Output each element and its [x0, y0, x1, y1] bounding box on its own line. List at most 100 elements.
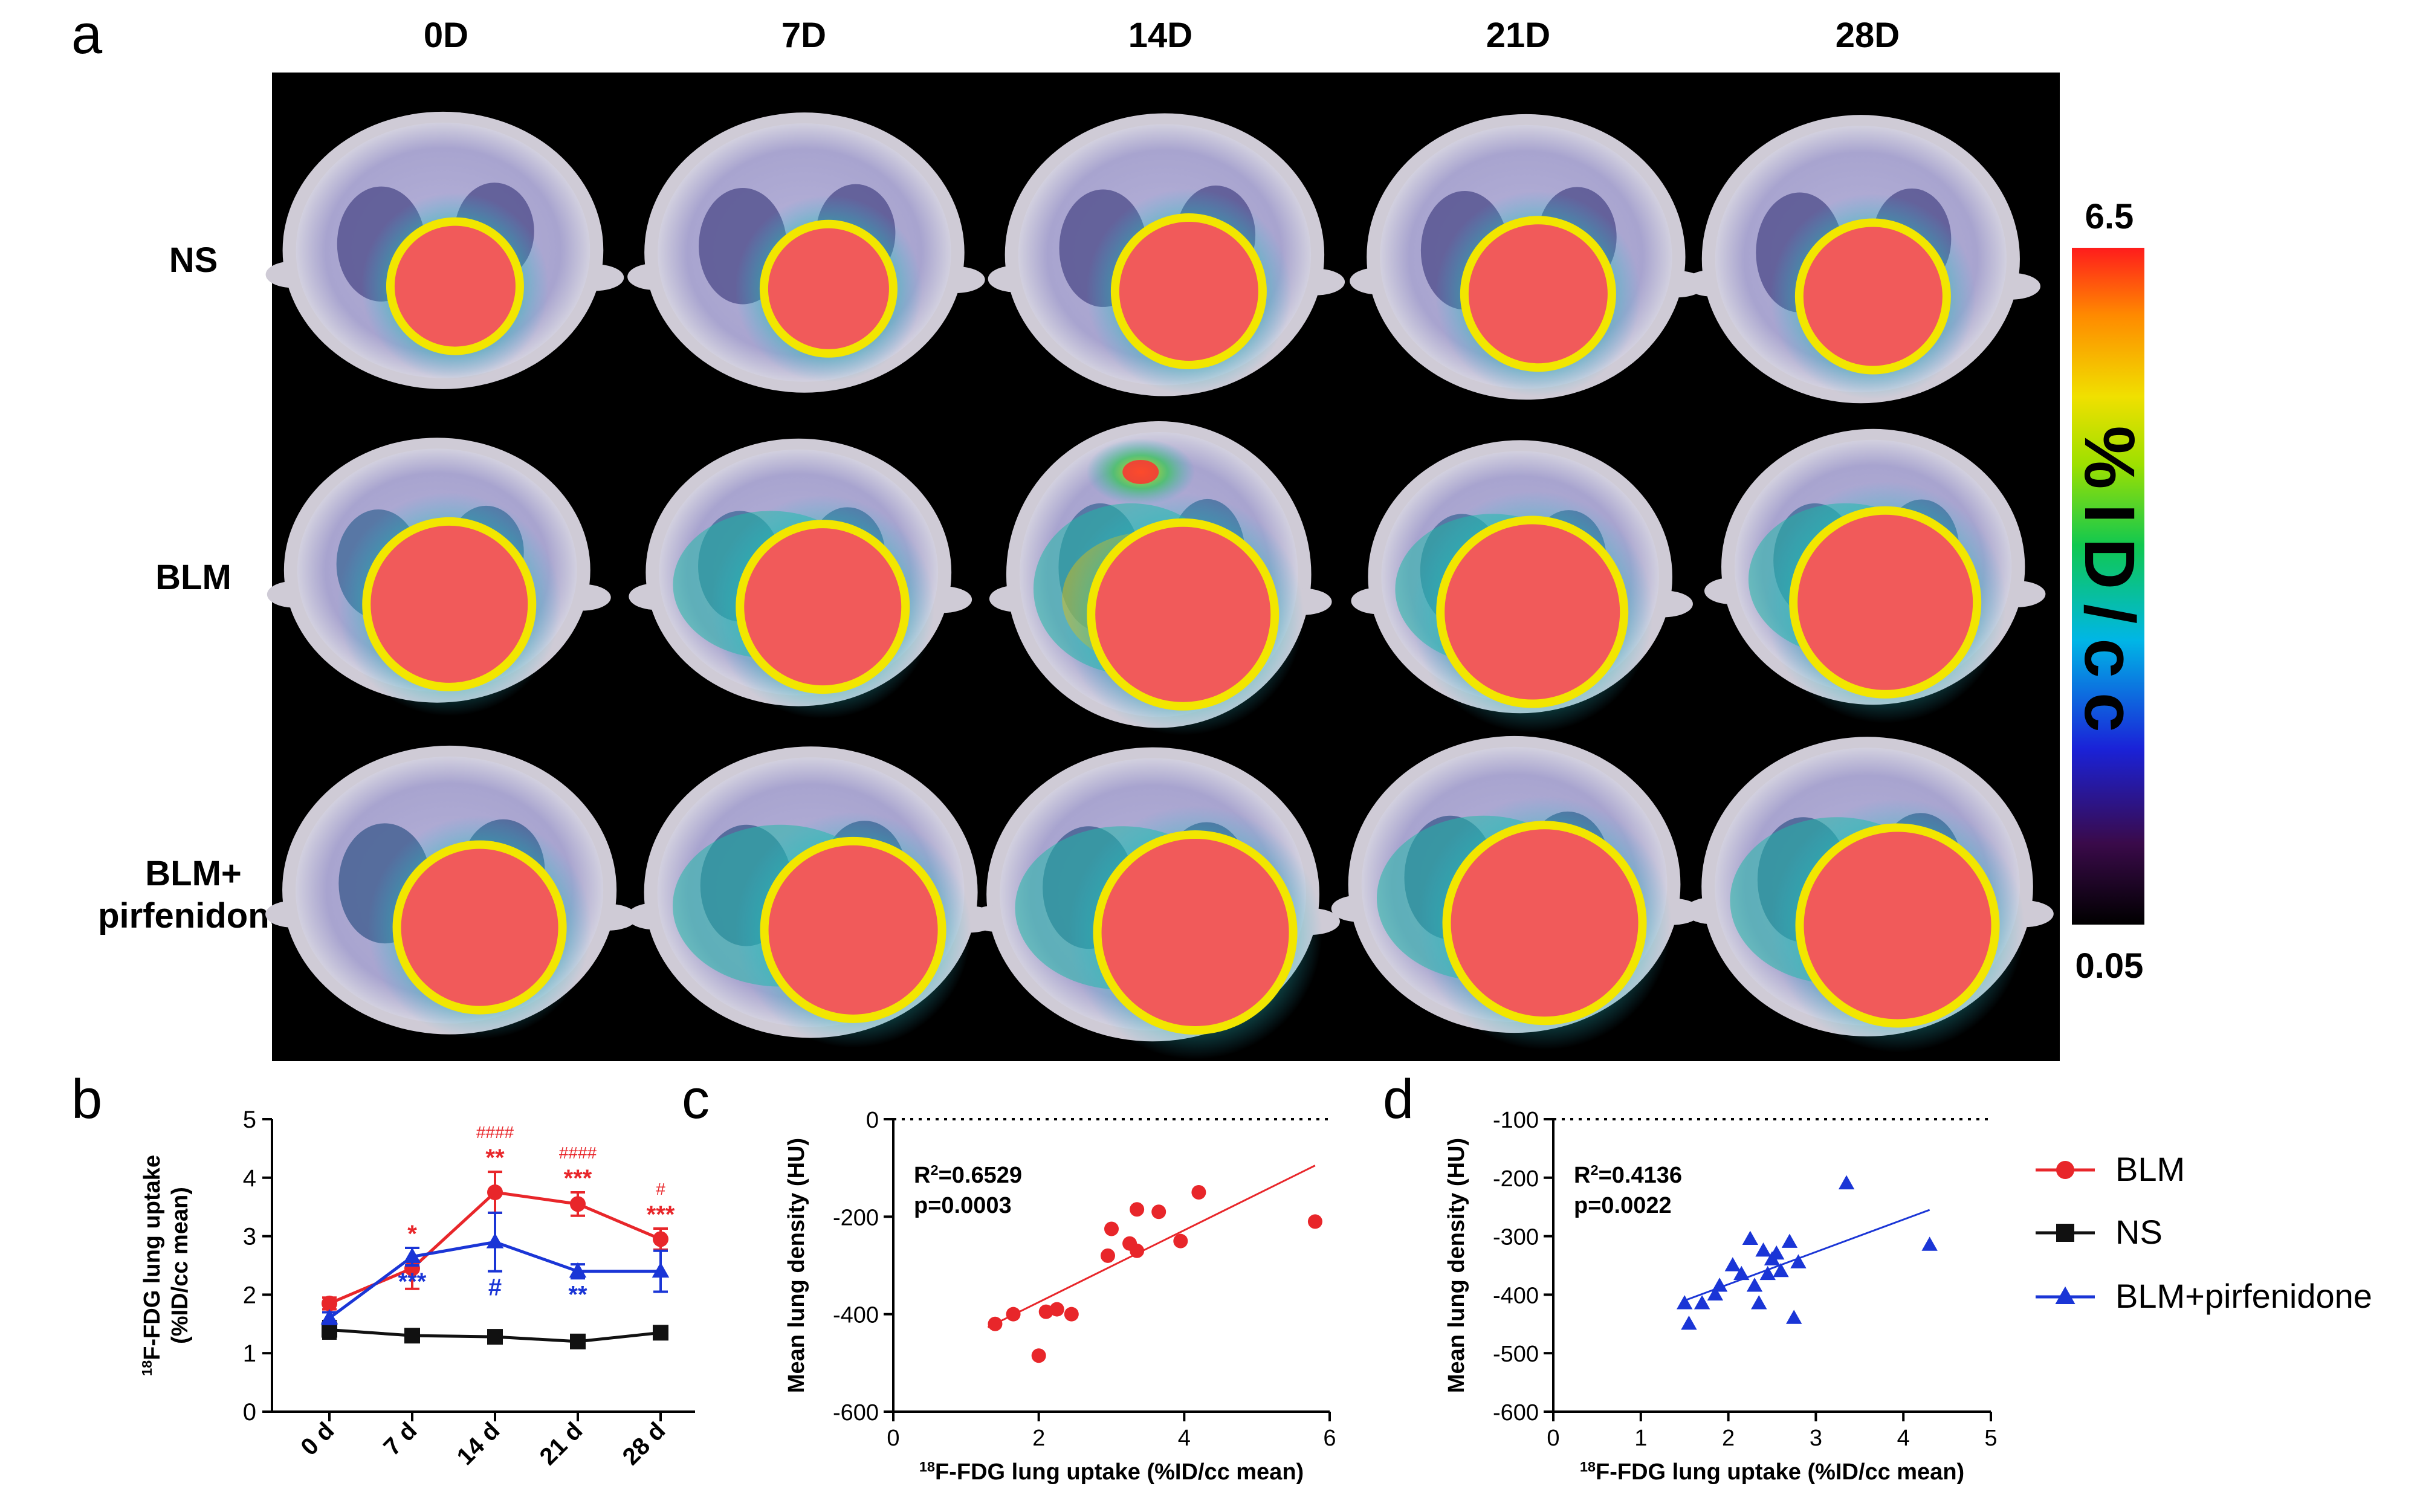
significance-label: ***: [564, 1165, 592, 1192]
hash-label: ####: [559, 1143, 597, 1162]
data-point: [1746, 1278, 1763, 1292]
pet-ct-scan-image: [627, 112, 985, 393]
y-tick-label: -400: [833, 1303, 879, 1328]
heart: [1119, 222, 1258, 361]
data-point: [1751, 1295, 1767, 1310]
panel-label-c: c: [682, 1068, 710, 1130]
heart: [370, 525, 528, 683]
data-point: [1724, 1257, 1741, 1271]
data-point: [1064, 1307, 1079, 1322]
data-point: [403, 1247, 421, 1263]
heart: [1468, 224, 1608, 364]
heart: [1797, 514, 1973, 690]
legend-label: NS: [2115, 1213, 2163, 1251]
data-point: [1104, 1221, 1119, 1236]
x-tick-label: 0: [1547, 1426, 1559, 1451]
data-point: [1681, 1316, 1697, 1330]
legend-item: BLM+pirfenidone: [2036, 1277, 2372, 1315]
legend-item: BLM: [2036, 1150, 2185, 1188]
pet-ct-scan-image: [1684, 737, 2054, 1053]
legend-label: BLM+pirfenidone: [2115, 1277, 2372, 1315]
heart: [1804, 832, 1991, 1019]
significance-label: *: [407, 1221, 417, 1247]
x-tick-label: 7 d: [378, 1417, 422, 1461]
data-point: [1049, 1302, 1064, 1317]
data-point: [653, 1231, 668, 1247]
x-tick-label: 4: [1897, 1426, 1910, 1451]
significance-label: ***: [398, 1268, 427, 1295]
data-point: [1921, 1236, 1938, 1251]
significance-label: **: [568, 1281, 587, 1308]
y-tick-label: -200: [833, 1205, 879, 1230]
panel-label-d: d: [1383, 1068, 1414, 1130]
data-point: [570, 1333, 586, 1349]
heart: [1451, 829, 1639, 1017]
data-point: [652, 1262, 670, 1278]
data-point: [1130, 1243, 1145, 1258]
y-tick-label: 2: [243, 1282, 256, 1308]
hash-label: #: [656, 1180, 665, 1198]
legend-label: BLM: [2115, 1150, 2185, 1188]
x-tick-label: 0 d: [296, 1417, 339, 1461]
series: *** # **: [320, 1211, 670, 1325]
hot-spot-core: [1122, 460, 1159, 485]
data-point: [404, 1328, 420, 1344]
panel-label-b: b: [71, 1068, 102, 1130]
data-point: [1773, 1262, 1789, 1278]
row-label: NS: [169, 241, 218, 280]
pet-ct-scan-image: [1684, 115, 2040, 404]
data-point: [1006, 1307, 1021, 1322]
x-tick-label: 3: [1810, 1426, 1822, 1451]
data-point: [1694, 1295, 1710, 1310]
data-point: [486, 1233, 504, 1249]
pet-ct-scan-image: [629, 438, 972, 719]
x-tick-label: 2: [1032, 1426, 1045, 1451]
legend-marker: [2056, 1161, 2074, 1179]
data-point: [1733, 1265, 1750, 1281]
colorbar-max-label: 6.5: [2085, 197, 2134, 236]
y-axis-label: Mean lung density (HU): [784, 1138, 809, 1393]
y-tick-label: 3: [243, 1224, 256, 1250]
data-point: [1755, 1242, 1771, 1257]
p-value-label: p=0.0022: [1574, 1193, 1672, 1218]
colorbar-gradient: [2072, 248, 2144, 925]
pet-ct-scan-image: [969, 747, 1340, 1060]
x-axis-label: 18F-FDG lung uptake (%ID/cc mean): [1580, 1459, 1964, 1485]
pet-ct-scan-image: [989, 421, 1332, 735]
data-point: [320, 1309, 338, 1325]
y-tick-label: -600: [833, 1400, 879, 1426]
x-tick-label: 1: [1634, 1426, 1647, 1451]
data-point: [1151, 1204, 1166, 1220]
series: [322, 1319, 668, 1349]
heart: [1445, 524, 1620, 700]
row-labels: NS BLM BLM+pirfenidone: [98, 241, 289, 935]
colorbar: 6.5 %ID/cc 0.05: [2069, 197, 2149, 986]
data-point: [1031, 1348, 1046, 1363]
heart: [768, 845, 938, 1015]
heart: [744, 528, 902, 686]
data-point: [569, 1262, 587, 1278]
x-tick-label: 14 d: [452, 1417, 505, 1470]
data-point: [1130, 1202, 1145, 1217]
data-point: [1742, 1230, 1758, 1245]
pet-ct-scan-image: [265, 745, 638, 1039]
data-point: [653, 1325, 668, 1341]
pet-ct-scan-image: [627, 746, 998, 1048]
x-tick-label: 4: [1178, 1426, 1191, 1451]
y-tick-label: -100: [1493, 1108, 1539, 1133]
data-point: [1838, 1175, 1855, 1190]
data-point: [1100, 1248, 1115, 1263]
y-axis-label-line1: 18F-FDG lung uptake: [139, 1155, 165, 1376]
p-value-label: p=0.0003: [914, 1193, 1012, 1218]
data-point: [1781, 1233, 1798, 1248]
y-tick-label: 0: [243, 1399, 256, 1426]
data-point: [570, 1196, 586, 1212]
legend-marker: [2056, 1224, 2074, 1242]
data-point: [1173, 1233, 1188, 1249]
x-tick-label: 0: [887, 1426, 899, 1451]
significance-label: ***: [647, 1201, 675, 1228]
r-squared-label: R2=0.6529: [914, 1162, 1022, 1188]
pet-ct-scan-image: [1704, 428, 2046, 723]
